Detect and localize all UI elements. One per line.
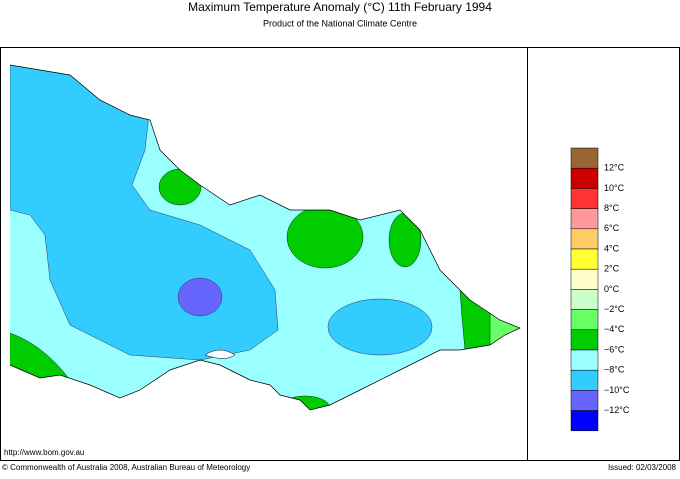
legend-label: −12°C (604, 405, 630, 415)
anomaly-map (10, 65, 520, 410)
legend-label: 6°C (604, 223, 620, 233)
region (279, 395, 331, 410)
region (158, 168, 202, 206)
legend-label: 0°C (604, 284, 620, 294)
legend-label: 12°C (604, 163, 625, 173)
legend-swatch (570, 268, 599, 290)
legend-label: −2°C (604, 304, 625, 314)
legend-swatch (570, 167, 599, 189)
legend-swatch (570, 188, 599, 209)
legend-swatch (570, 390, 599, 411)
legend: 12°C 10°C 8°C 6°C 4°C 2°C 0°C −2°C −4°C −6°C −8°C −… (570, 147, 630, 432)
bay (204, 349, 236, 359)
legend-swatch (570, 410, 599, 432)
legend-label: −8°C (604, 365, 625, 375)
issued: Issued: 02/03/2008 (608, 463, 677, 472)
legend-swatch (570, 289, 599, 310)
legend-label: 4°C (604, 243, 620, 253)
region (286, 205, 364, 269)
legend-label: −4°C (604, 324, 625, 334)
legend-swatch (570, 228, 599, 250)
legend-swatch (570, 349, 599, 371)
copyright: © Commonwealth of Australia 2008, Austra… (2, 463, 250, 472)
url: http://www.bom.gov.au (4, 448, 84, 457)
region (327, 298, 433, 356)
legend-swatch (570, 147, 599, 169)
region (489, 304, 520, 351)
legend-swatch (570, 248, 599, 270)
subtitle: Product of the National Climate Centre (263, 18, 417, 28)
legend-label: −6°C (604, 344, 625, 354)
region (388, 212, 422, 268)
region (177, 277, 223, 317)
legend-label: 2°C (604, 264, 620, 274)
legend-swatch (570, 329, 599, 351)
title: Maximum Temperature Anomaly (°C) 11th Fe… (188, 0, 492, 14)
legend-swatch (570, 309, 599, 331)
legend-label: 10°C (604, 183, 625, 193)
coastline (9, 64, 521, 411)
legend-label: 8°C (604, 203, 620, 213)
legend-swatch (570, 369, 599, 391)
legend-swatch (570, 208, 599, 230)
legend-label: −10°C (604, 385, 630, 395)
